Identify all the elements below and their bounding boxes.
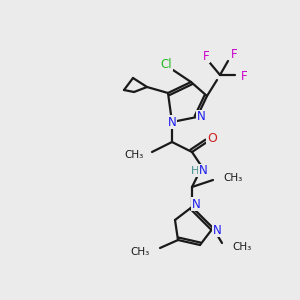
Text: F: F bbox=[203, 50, 209, 62]
Text: N: N bbox=[168, 116, 176, 128]
Text: N: N bbox=[199, 164, 207, 178]
Text: F: F bbox=[241, 70, 247, 83]
Text: CH₃: CH₃ bbox=[232, 242, 251, 252]
Text: CH₃: CH₃ bbox=[223, 173, 242, 183]
Text: CH₃: CH₃ bbox=[125, 150, 144, 160]
Text: O: O bbox=[207, 133, 217, 146]
Text: N: N bbox=[213, 224, 221, 236]
Text: Cl: Cl bbox=[160, 58, 172, 70]
Text: CH₃: CH₃ bbox=[131, 247, 150, 257]
Text: N: N bbox=[196, 110, 206, 124]
Text: F: F bbox=[231, 47, 237, 61]
Text: H: H bbox=[191, 166, 199, 176]
Text: N: N bbox=[192, 197, 200, 211]
